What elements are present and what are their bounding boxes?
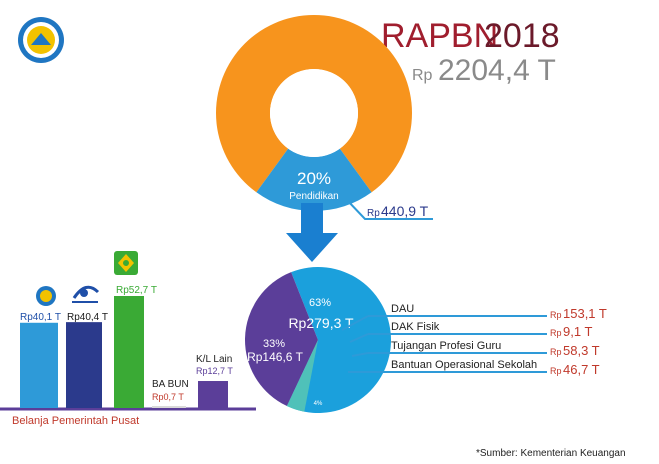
transfer-prefix-dak: Rp xyxy=(550,328,562,338)
donut-education-slice xyxy=(256,148,372,211)
kemdikbud-small-logo xyxy=(36,286,56,306)
donut-callout-line xyxy=(345,198,433,220)
pie-small-percent: 33% xyxy=(263,338,285,350)
transfer-prefix-dau: Rp xyxy=(550,310,562,320)
bar-label-kl-lain: Rp12,7 T xyxy=(196,366,233,376)
ristekdikti-logo xyxy=(72,285,100,303)
transfer-label-dak: DAK Fisik xyxy=(391,321,440,333)
transfer-value-tpg: 58,3 T xyxy=(563,343,600,358)
donut-sector-label: Pendidikan xyxy=(289,191,338,202)
title-prefix: RAPBN xyxy=(381,17,498,55)
total-value: 2204,4 T xyxy=(438,54,556,87)
bar-label-kemdikbud: Rp40,1 T xyxy=(20,312,61,323)
transfer-label-tpg: Tujangan Profesi Guru xyxy=(391,340,501,352)
bar-category-kl-lain: K/L Lain xyxy=(196,354,232,365)
bar-category-babun: BA BUN xyxy=(152,379,189,390)
total-prefix: Rp xyxy=(412,67,433,84)
pie-small-amount: Rp146,6 T xyxy=(247,350,303,364)
kemenag-logo xyxy=(114,251,138,275)
donut-chart: 20% Pendidikan xyxy=(215,15,412,211)
transfer-value-dak: 9,1 T xyxy=(563,324,592,339)
pie-big-percent: 63% xyxy=(309,297,331,309)
allocation-pie: 63% Rp279,3 T 33% Rp146,6 T 4% xyxy=(245,267,392,413)
bar-3 xyxy=(152,406,186,408)
pie-slice-33 xyxy=(245,272,318,407)
down-arrow xyxy=(286,203,338,262)
kemdikbud-logo xyxy=(18,17,64,63)
bar-label-ristekdikti: Rp40,4 T xyxy=(67,312,108,323)
donut-amount-prefix: Rp xyxy=(367,208,380,219)
transfer-value-bos: 46,7 T xyxy=(563,362,600,377)
pie-tiny-percent: 4% xyxy=(314,401,323,407)
bar-2 xyxy=(114,296,144,408)
bar-1 xyxy=(66,322,102,408)
bar-4 xyxy=(198,381,228,408)
transfer-label-dau: DAU xyxy=(391,303,414,315)
transfer-list: DAU Rp 153,1 T DAK Fisik Rp 9,1 T Tujang… xyxy=(341,303,607,377)
bar-label-kemenag: Rp52,7 T xyxy=(116,285,157,296)
pie-slice-63 xyxy=(286,267,392,413)
pie-big-amount: Rp279,3 T xyxy=(288,315,354,331)
donut-hole xyxy=(270,69,358,157)
donut-rest-slice xyxy=(215,15,412,193)
title-year: 2018 xyxy=(484,17,560,55)
source-note: *Sumber: Kementerian Keuangan xyxy=(476,448,626,459)
bars-group-label: Belanja Pemerintah Pusat xyxy=(12,415,139,427)
pie-slice-4 xyxy=(286,340,318,412)
bar-0 xyxy=(20,322,58,408)
ministry-bar-chart xyxy=(20,296,228,408)
transfer-label-bos: Bantuan Operasional Sekolah xyxy=(391,359,537,371)
donut-percent: 20% xyxy=(297,169,331,188)
bar-label-babun: Rp0,7 T xyxy=(152,392,184,402)
transfer-prefix-tpg: Rp xyxy=(550,347,562,357)
transfer-prefix-bos: Rp xyxy=(550,366,562,376)
transfer-value-dau: 153,1 T xyxy=(563,306,607,321)
donut-amount-value: 440,9 T xyxy=(381,203,429,219)
